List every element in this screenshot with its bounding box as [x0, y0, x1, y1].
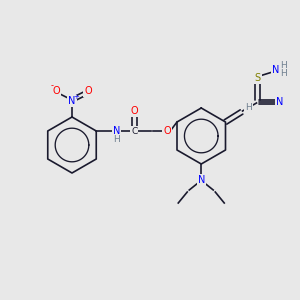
Text: N: N	[112, 126, 120, 136]
Text: +: +	[73, 94, 79, 100]
Text: H: H	[280, 61, 287, 70]
Text: H: H	[245, 103, 252, 112]
Text: H: H	[113, 136, 120, 145]
Text: O: O	[52, 86, 60, 96]
Text: C: C	[131, 127, 137, 136]
Text: N: N	[276, 97, 283, 107]
Text: O: O	[164, 126, 171, 136]
Text: O: O	[84, 86, 92, 96]
Text: N: N	[68, 96, 76, 106]
Text: N: N	[198, 175, 205, 185]
Text: O: O	[130, 106, 138, 116]
Text: -: -	[50, 82, 53, 91]
Text: S: S	[254, 73, 261, 83]
Text: N: N	[272, 65, 279, 75]
Text: H: H	[280, 70, 287, 79]
